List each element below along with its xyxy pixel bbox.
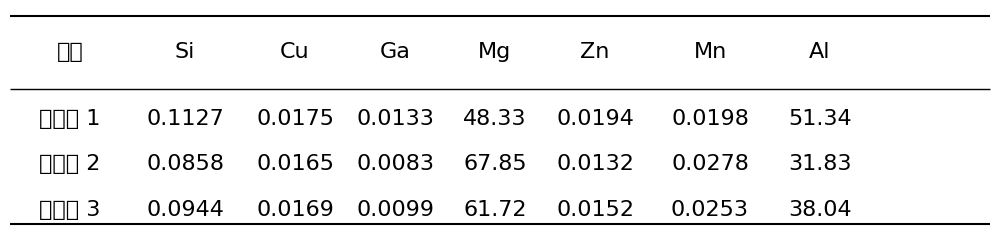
Text: 0.0083: 0.0083	[356, 154, 434, 174]
Text: 实施例 1: 实施例 1	[39, 109, 101, 129]
Text: 0.0165: 0.0165	[256, 154, 334, 174]
Text: Cu: Cu	[280, 42, 310, 62]
Text: 牌号: 牌号	[57, 42, 83, 62]
Text: 0.0194: 0.0194	[556, 109, 634, 129]
Text: 0.0099: 0.0099	[356, 200, 434, 220]
Text: 0.0175: 0.0175	[256, 109, 334, 129]
Text: 0.1127: 0.1127	[146, 109, 224, 129]
Text: Si: Si	[175, 42, 195, 62]
Text: 0.0198: 0.0198	[671, 109, 749, 129]
Text: 0.0169: 0.0169	[256, 200, 334, 220]
Text: 48.33: 48.33	[463, 109, 527, 129]
Text: 67.85: 67.85	[463, 154, 527, 174]
Text: 61.72: 61.72	[463, 200, 527, 220]
Text: Mn: Mn	[693, 42, 727, 62]
Text: 51.34: 51.34	[788, 109, 852, 129]
Text: 0.0858: 0.0858	[146, 154, 224, 174]
Text: 0.0132: 0.0132	[556, 154, 634, 174]
Text: 实施例 2: 实施例 2	[39, 154, 101, 174]
Text: Ga: Ga	[380, 42, 410, 62]
Text: 0.0133: 0.0133	[356, 109, 434, 129]
Text: 31.83: 31.83	[788, 154, 852, 174]
Text: Mg: Mg	[478, 42, 512, 62]
Text: 0.0152: 0.0152	[556, 200, 634, 220]
Text: Zn: Zn	[580, 42, 610, 62]
Text: 0.0944: 0.0944	[146, 200, 224, 220]
Text: 0.0253: 0.0253	[671, 200, 749, 220]
Text: 实施例 3: 实施例 3	[39, 200, 101, 220]
Text: Al: Al	[809, 42, 831, 62]
Text: 38.04: 38.04	[788, 200, 852, 220]
Text: 0.0278: 0.0278	[671, 154, 749, 174]
